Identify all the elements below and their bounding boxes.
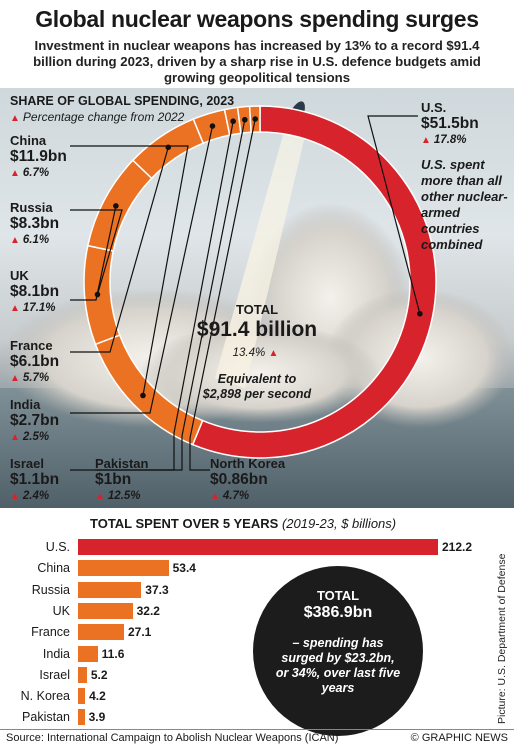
leader-dot (140, 392, 146, 399)
bar-value-u-s: 212.2 (442, 540, 473, 554)
slice-label-north-korea: North Korea $0.86bn ▲ 4.7% (210, 456, 286, 502)
donut-equivalent: Equivalent to $2,898 per second (202, 372, 312, 401)
donut-total-value: $91.4 billion (196, 318, 318, 341)
up-triangle-icon: ▲ (95, 491, 105, 502)
bar-category-israel: Israel (39, 667, 70, 682)
up-triangle-icon: ▲ (10, 432, 20, 443)
slice-label-us: U.S. $51.5bn ▲ 17.8% (421, 100, 479, 146)
bar-france (78, 624, 124, 641)
slice-label-china: China $11.9bn ▲ 6.7% (10, 133, 67, 179)
up-triangle-icon: ▲ (10, 373, 20, 384)
up-triangle-icon: ▲ (10, 168, 20, 179)
leader-dot (113, 203, 119, 209)
slice-label-israel: Israel $1.1bn ▲ 2.4% (10, 456, 60, 502)
bar-russia (78, 581, 142, 598)
up-triangle-icon: ▲ (421, 135, 431, 146)
bar-value-china: 53.4 (172, 561, 196, 576)
leader-line-france (70, 147, 169, 353)
bar-india (78, 645, 98, 662)
leader-dot (209, 123, 216, 129)
bubble-total-note: – spending has surged by $23.2bn, or 34%… (275, 636, 401, 695)
donut-total-label: TOTAL (235, 302, 279, 317)
total-bubble: TOTAL $386.9bn – spending has surged by … (253, 566, 423, 736)
credit-text: © GRAPHIC NEWS (410, 732, 508, 744)
bar-value-france: 27.1 (127, 625, 152, 640)
donut-slice-russia (83, 244, 121, 346)
bar-category-russia: Russia (31, 582, 70, 597)
bar-category-u-s: U.S. (45, 540, 70, 554)
leader-dot (252, 116, 258, 122)
share-chart-subtitle: ▲ Percentage change from 2022 (10, 110, 185, 124)
bar-pakistan (78, 709, 85, 726)
bar-value-n-korea: 4.2 (89, 689, 106, 704)
bar-u-s (78, 539, 438, 555)
up-triangle-icon: ▲ (10, 491, 20, 502)
up-triangle-icon: ▲ (10, 235, 20, 246)
bar-category-n-korea: N. Korea (20, 689, 70, 704)
bar-n-korea (78, 688, 86, 705)
bar-category-india: India (42, 646, 70, 661)
slice-label-uk: UK $8.1bn ▲ 17.1% (10, 268, 60, 314)
up-triangle-icon: ▲ (210, 491, 220, 502)
bar-uk (78, 602, 133, 619)
share-chart-title: SHARE OF GLOBAL SPENDING, 2023 (10, 94, 235, 108)
us-note: U.S. spent more than all other nuclear-a… (421, 157, 508, 252)
up-triangle-icon: ▲ (10, 303, 20, 314)
source-text: Source: International Campaign to Abolis… (6, 732, 339, 744)
slice-label-russia: Russia $8.3bn ▲ 6.1% (10, 200, 60, 246)
bar-category-france: France (31, 625, 70, 640)
footer-divider (0, 729, 514, 730)
up-triangle-icon: ▲ (10, 113, 20, 124)
leader-line-pakistan (95, 119, 246, 471)
donut-total-change: 13.4% ▲ (232, 347, 279, 359)
leader-dot (242, 116, 248, 123)
bar-value-israel: 5.2 (90, 667, 108, 682)
leader-dot (417, 310, 423, 317)
bar-value-pakistan: 3.9 (88, 710, 106, 725)
slice-label-india: India $2.7bn ▲ 2.5% (10, 397, 60, 443)
bar-chart-title: TOTAL SPENT OVER 5 YEARS (2019-23, $ bil… (90, 516, 397, 531)
leader-line-north-korea (189, 118, 256, 471)
bar-value-india: 11.6 (101, 646, 125, 661)
leader-line-russia (70, 209, 123, 295)
leader-line-uk (70, 205, 117, 301)
bar-category-pakistan: Pakistan (22, 710, 70, 725)
leader-dot (230, 118, 236, 125)
leader-line-u-s (367, 115, 421, 314)
donut-slice-u-s (191, 105, 437, 459)
bar-category-china: China (37, 561, 70, 576)
up-triangle-icon: ▲ (268, 348, 279, 359)
bar-china (78, 560, 169, 577)
slice-label-france: France $6.1bn ▲ 5.7% (10, 338, 60, 384)
bar-value-uk: 32.2 (136, 603, 160, 618)
slice-label-pakistan: Pakistan $1bn ▲ 12.5% (95, 456, 149, 502)
bubble-total-label: TOTAL (316, 588, 360, 603)
bubble-total-value: $386.9bn (303, 604, 373, 621)
bar-category-uk: UK (52, 603, 70, 618)
leader-dot (165, 144, 172, 151)
bar-israel (78, 666, 87, 683)
picture-credit: Picture: U.S. Department of Defense (496, 553, 508, 724)
leader-line-china (70, 145, 189, 396)
leader-line-india (70, 125, 214, 414)
page-subtitle: Investment in nuclear weapons has increa… (33, 38, 481, 85)
bar-value-russia: 37.3 (145, 582, 169, 597)
page-title: Global nuclear weapons spending surges (35, 6, 479, 32)
